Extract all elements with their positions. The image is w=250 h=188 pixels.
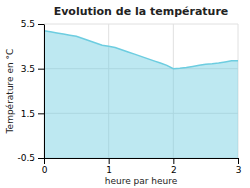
tick-mark xyxy=(38,24,44,25)
marks xyxy=(44,31,238,158)
tick: 0 xyxy=(42,158,48,175)
tick-label: 3.5 xyxy=(21,64,35,74)
tick-label: 1 xyxy=(106,165,112,175)
title: Evolution de la température xyxy=(54,5,229,18)
tick-mark xyxy=(38,69,44,70)
axis-line xyxy=(44,25,45,159)
tick-mark xyxy=(238,158,239,164)
tick: 3.5 xyxy=(21,64,44,74)
tick: 2 xyxy=(171,158,177,175)
area xyxy=(44,31,238,158)
tick-label: 2 xyxy=(171,165,177,175)
tick-label: 0 xyxy=(42,165,48,175)
tick: 3 xyxy=(236,158,242,175)
chart: 0 1 2 3 -0.5 1.5 3.5 5.5 Evolution de la tempéra… xyxy=(0,0,250,188)
tick-label: 3 xyxy=(236,165,242,175)
tick-mark xyxy=(109,158,110,164)
tick-label: 5.5 xyxy=(21,19,35,29)
y-axis: -0.5 1.5 3.5 5.5 xyxy=(17,19,44,163)
axis-line xyxy=(45,158,239,159)
tick-label: 1.5 xyxy=(21,109,35,119)
plot: 0 1 2 3 -0.5 1.5 3.5 5.5 xyxy=(17,19,241,175)
tick: -0.5 xyxy=(17,153,44,163)
grid-line xyxy=(44,24,45,158)
tick: 1 xyxy=(106,158,112,175)
tick-mark xyxy=(38,113,44,114)
x-axis: 0 1 2 3 xyxy=(42,158,242,175)
tick-mark xyxy=(44,158,45,164)
tick-mark xyxy=(38,158,44,159)
x-axis-title: heure par heure xyxy=(105,176,178,186)
tick-label: -0.5 xyxy=(17,153,35,163)
tick: 1.5 xyxy=(21,109,44,119)
grid xyxy=(44,24,238,158)
line xyxy=(44,31,238,69)
y-axis-title: Température en °C xyxy=(5,49,15,135)
tick-mark xyxy=(173,158,174,164)
tick: 5.5 xyxy=(21,19,44,29)
grid-line xyxy=(44,24,238,25)
